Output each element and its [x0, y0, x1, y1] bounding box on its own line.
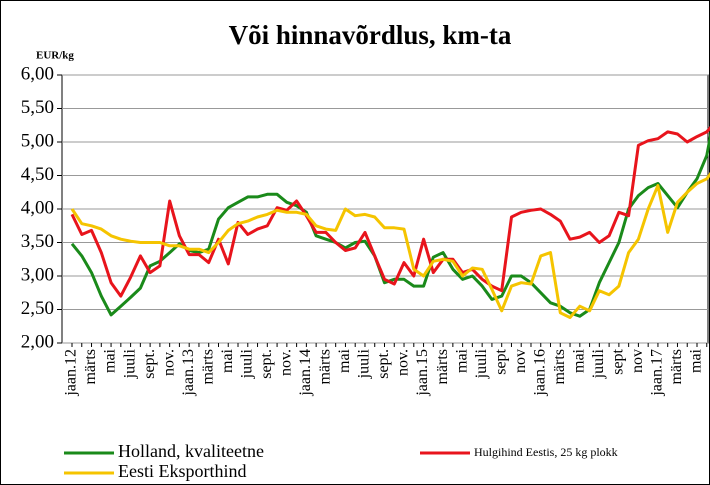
x-tick-label: nov	[512, 349, 529, 373]
x-tick-label: märts	[82, 349, 99, 385]
y-tick-label: 5,50	[21, 97, 54, 118]
x-tick-label: jaan.13	[180, 349, 197, 397]
x-tick-label: juuli	[590, 348, 607, 379]
x-tick-label: nov.	[278, 349, 295, 376]
chart-title: Või hinnavõrdlus, km-ta	[229, 20, 512, 50]
x-tick-label: jaan.12	[63, 349, 80, 397]
y-tick-label: 2,50	[21, 298, 54, 319]
series-line	[70, 130, 710, 318]
x-tick-label: märts	[199, 349, 216, 385]
y-tick-label: 2,00	[21, 331, 54, 352]
x-tick-label: mai	[688, 348, 705, 373]
x-tick-label: märts	[434, 349, 451, 385]
x-tick-label: mai	[336, 348, 353, 373]
series-line	[70, 171, 710, 319]
x-tick-label: jaan.16	[531, 349, 548, 397]
legend-label: Hulgihind Eestis, 25 kg plokk	[474, 445, 618, 459]
series-line	[70, 125, 710, 298]
x-tick-label: nov.	[395, 349, 412, 376]
y-tick-label: 4,00	[21, 197, 54, 218]
x-tick-label: mai	[453, 348, 470, 373]
x-tick-label: sept	[492, 348, 509, 374]
y-tick-label: 3,50	[21, 231, 54, 252]
y-tick-label: 6,00	[21, 63, 54, 84]
x-tick-label: juuli	[121, 348, 138, 379]
x-tick-label: jaan.15	[414, 349, 431, 397]
x-tick-label: nov.	[160, 349, 177, 376]
x-tick-label: mai	[102, 348, 119, 373]
x-tick-label: sept	[610, 348, 627, 374]
y-tick-label: 4,50	[21, 164, 54, 185]
x-tick-label: juuli	[238, 348, 255, 379]
x-tick-label: märts	[668, 349, 685, 385]
x-tick-label: jaan.17	[649, 349, 666, 397]
y-tick-label: 5,00	[21, 130, 54, 151]
legend-label: Holland, kvaliteetne	[118, 441, 264, 461]
x-tick-label: märts	[317, 349, 334, 385]
y-axis-label: EUR/kg	[36, 50, 74, 62]
legend-label: Eesti Eksporthind	[118, 461, 247, 481]
x-tick-label: juuli	[356, 348, 373, 379]
x-tick-label: sept.	[141, 349, 158, 379]
x-tick-label: sept.	[375, 349, 392, 379]
x-tick-label: juuli	[473, 348, 490, 379]
x-tick-label: jaan.14	[297, 349, 314, 397]
x-tick-label: nov	[629, 349, 646, 373]
x-tick-label: sept.	[258, 349, 275, 379]
x-tick-label: märts	[551, 349, 568, 385]
x-tick-label: mai	[570, 348, 587, 373]
x-tick-label: mai	[219, 348, 236, 373]
y-tick-label: 3,00	[21, 264, 54, 285]
